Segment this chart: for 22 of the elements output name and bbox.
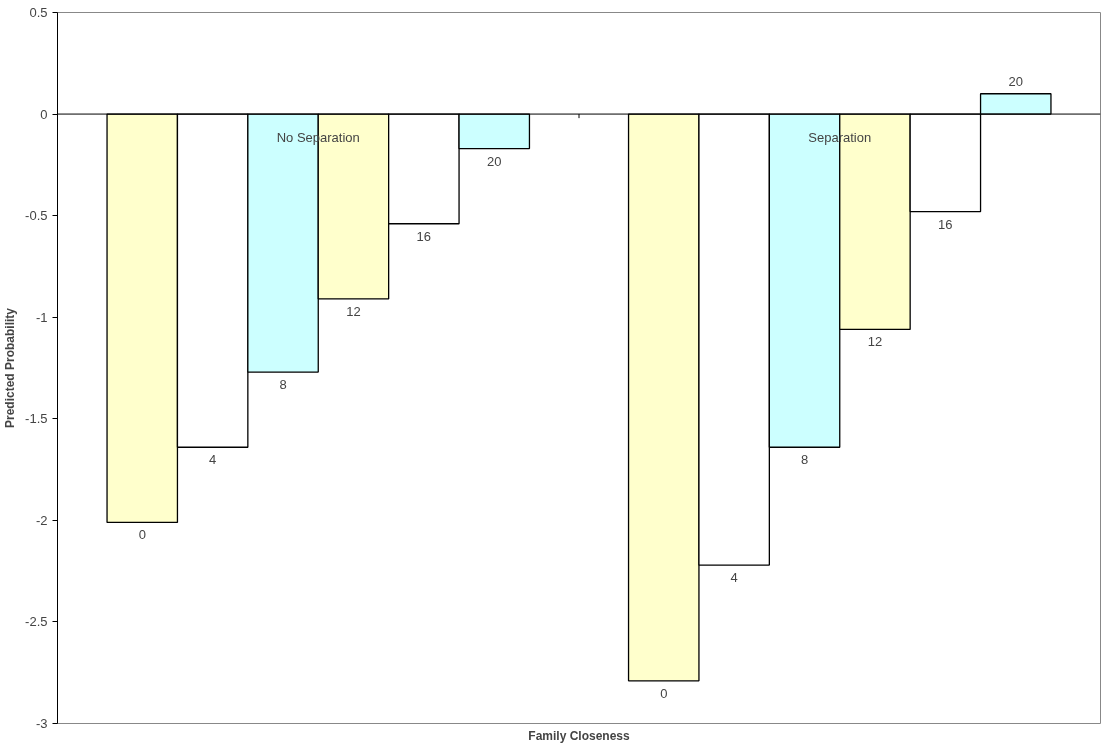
text: 12 (867, 334, 883, 350)
series-label: 20 (487, 153, 502, 169)
y-tick-label: -3 (35, 716, 48, 731)
text: 8 (800, 452, 809, 468)
series-label: 12 (346, 303, 361, 319)
series-label: 0 (138, 527, 146, 543)
text: 16 (938, 216, 953, 232)
y-tick-label: -1.5 (25, 411, 48, 427)
text: 20 (1008, 73, 1023, 89)
y-tick-label: 0 (40, 106, 48, 122)
y-tick-label: -0.5 (25, 208, 48, 224)
series-label: 4 (209, 452, 217, 468)
text: 0 (660, 685, 668, 701)
series-label: 8 (279, 377, 287, 393)
series-label: 16 (416, 228, 432, 244)
x-axis-title: Family Closeness (528, 728, 631, 743)
y-axis-title: Predicted Probability (3, 307, 18, 429)
y-tick-label: -2.5 (25, 614, 48, 630)
y-tick-label: -2 (35, 512, 48, 528)
y-tick-label: -1 (35, 309, 48, 325)
text: 4 (730, 570, 738, 586)
y-tick-label: 0.5 (29, 5, 48, 20)
